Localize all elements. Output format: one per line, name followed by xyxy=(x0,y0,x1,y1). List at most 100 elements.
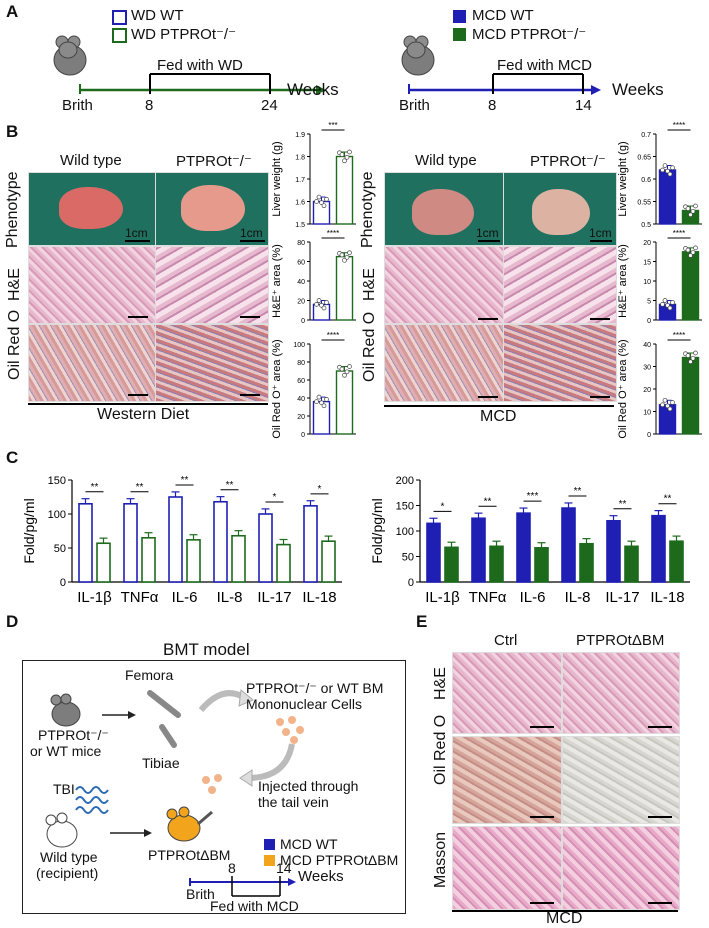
bar xyxy=(312,400,331,435)
y-tick-label: 0.6 xyxy=(641,177,651,184)
y-tick-label: 1.6 xyxy=(295,200,305,207)
data-point xyxy=(660,167,665,173)
bar xyxy=(123,502,138,583)
data-point xyxy=(342,257,347,263)
curved-arrow-icon xyxy=(198,689,254,712)
data-point xyxy=(316,394,322,400)
y-axis-label: H&E⁺ area (%) xyxy=(271,244,283,318)
chart-he-area-wd: 0 20 40 60 80 H&E⁺ area (%) **** xyxy=(271,229,356,325)
row-label: H&E xyxy=(361,268,378,301)
data-point xyxy=(685,353,691,358)
underline xyxy=(28,403,268,405)
he-image-ko xyxy=(503,246,617,324)
bar xyxy=(276,543,291,583)
data-point xyxy=(344,369,350,375)
x-tick-label: IL-17 xyxy=(605,589,639,606)
y-tick-label: 0.5 xyxy=(641,222,651,229)
row-label: H&E xyxy=(432,667,449,700)
y-tick-label: 0 xyxy=(301,318,305,325)
scale-bar xyxy=(590,240,612,242)
y-tick-label: 200 xyxy=(396,475,414,487)
chart-oil-red-area-mcd: 0 10 20 30 40 Oil Red O⁺ area (%) **** xyxy=(617,331,702,439)
y-axis-label: Liver weight (g) xyxy=(271,141,283,216)
bar xyxy=(141,537,156,583)
y-tick-label: 50 xyxy=(54,543,66,555)
diet-label: MCD xyxy=(480,408,517,425)
bar xyxy=(534,547,549,583)
tick-label: Brith xyxy=(399,97,430,114)
significance-label: ** xyxy=(574,486,582,497)
y-tick-label: 40 xyxy=(643,342,651,349)
tbi-label: TBI xyxy=(53,781,75,797)
y-axis-label: Fold/pg/ml xyxy=(21,498,37,563)
data-point xyxy=(665,403,670,409)
cells-icon xyxy=(276,716,304,744)
timeline-mcd xyxy=(408,73,601,95)
timeline-label: Fed with WD xyxy=(157,57,243,74)
mouse-icon xyxy=(166,806,213,842)
y-tick-label: 60 xyxy=(297,260,305,267)
x-tick-label: IL-17 xyxy=(257,589,291,606)
row-label: Oil Red O xyxy=(361,311,378,382)
bar xyxy=(516,512,531,583)
significance-label: *** xyxy=(328,121,337,130)
y-tick-label: 100 xyxy=(396,526,414,538)
y-tick-label: 30 xyxy=(643,365,651,372)
data-point xyxy=(314,199,319,204)
oil-red-image-wt xyxy=(28,324,156,402)
data-point xyxy=(339,366,345,372)
significance-label: * xyxy=(318,484,322,495)
data-point xyxy=(662,298,668,303)
column-header: PTPROt⁻/⁻ xyxy=(530,153,606,170)
bar xyxy=(335,155,354,225)
bar xyxy=(681,356,700,435)
ptpro-bm-label: PTPROtΔBM xyxy=(148,847,231,863)
he-image-wt xyxy=(384,246,504,324)
chart-cytokines-wd: 050100150Fold/pg/ml**IL-1β**TNFα**IL-6**… xyxy=(21,475,342,606)
bar xyxy=(471,517,486,583)
legend-swatch-mcd-ko xyxy=(453,28,466,41)
row-label: Phenotype xyxy=(4,171,21,248)
scale-bar xyxy=(530,902,554,904)
data-point xyxy=(667,305,673,311)
y-tick-label: 50 xyxy=(402,552,414,564)
y-tick-label: 0 xyxy=(647,318,651,325)
data-point xyxy=(660,402,665,408)
data-point xyxy=(342,158,347,164)
y-tick-label: 1.8 xyxy=(295,155,305,162)
row-label: H&E xyxy=(6,268,23,301)
data-point xyxy=(690,250,696,255)
significance-label: **** xyxy=(673,121,685,130)
column-header: PTPROt⁻/⁻ xyxy=(176,153,252,170)
he-image-ctrl xyxy=(452,652,562,734)
scale-bar xyxy=(530,726,554,728)
scale-bar xyxy=(648,902,672,904)
scale-bar xyxy=(648,816,672,818)
mouse-icon xyxy=(50,693,81,727)
y-tick-label: 0 xyxy=(408,577,414,589)
data-point xyxy=(662,163,668,168)
curved-arrow-icon xyxy=(239,743,295,787)
x-tick-label: IL-18 xyxy=(650,589,684,606)
significance-label: * xyxy=(273,492,277,503)
legend-label: MCD WT xyxy=(280,836,338,852)
significance-label: *** xyxy=(527,491,539,502)
tick-label: Brith xyxy=(186,886,215,902)
column-header: PTPROtΔBM xyxy=(576,632,665,649)
fed-label: Fed with MCD xyxy=(210,898,299,914)
significance-label: ** xyxy=(91,482,99,493)
bar xyxy=(303,505,318,583)
data-point xyxy=(665,168,670,174)
oil-red-image-wt xyxy=(384,324,504,402)
bar xyxy=(231,534,246,583)
data-point xyxy=(693,203,698,209)
data-point xyxy=(319,400,324,406)
bar xyxy=(651,514,666,583)
data-point xyxy=(347,149,352,155)
bar xyxy=(186,539,201,583)
bar xyxy=(96,542,111,583)
axis-unit: Weeks xyxy=(287,80,339,99)
he-image-bm xyxy=(562,652,680,734)
scale-bar xyxy=(240,316,260,318)
y-axis-label: Liver weight (g) xyxy=(617,141,629,216)
